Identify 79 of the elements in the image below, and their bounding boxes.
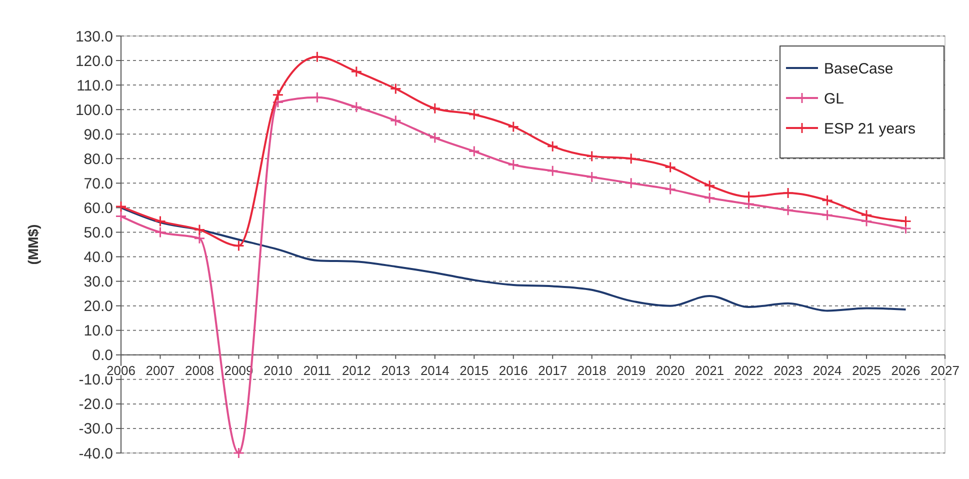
point xyxy=(782,204,794,216)
x-tick-label: 2021 xyxy=(695,362,724,378)
y-tick-label: 120.0 xyxy=(75,52,113,70)
x-tick-label: 2018 xyxy=(577,362,606,378)
point xyxy=(429,102,441,114)
x-tick-label: 2025 xyxy=(852,362,881,378)
point xyxy=(782,187,794,199)
point xyxy=(625,177,637,189)
x-tick-label: 2008 xyxy=(185,362,214,378)
point xyxy=(508,121,520,133)
y-tick-label: -20.0 xyxy=(78,396,113,414)
point xyxy=(390,82,402,94)
y-axis-title: (MM$) xyxy=(25,224,41,265)
point xyxy=(350,66,362,78)
y-tick-label: 0.0 xyxy=(92,347,113,364)
x-tick-label: 2022 xyxy=(734,362,764,378)
point xyxy=(546,165,558,177)
legend-label: ESP 21 years xyxy=(824,120,916,138)
point xyxy=(664,161,676,173)
x-tick-label: 2023 xyxy=(774,362,803,378)
x-tick-label: 2019 xyxy=(616,362,646,378)
x-tick-label: 2020 xyxy=(656,362,685,378)
y-tick-label: 50.0 xyxy=(84,224,113,242)
point xyxy=(704,192,716,204)
point xyxy=(311,51,323,63)
y-tick-label: 10.0 xyxy=(84,322,113,340)
x-tick-label: 2026 xyxy=(891,362,920,378)
x-tick-label: 2017 xyxy=(538,362,568,378)
point xyxy=(272,89,284,101)
y-tick-label: 90.0 xyxy=(84,126,113,144)
y-tick-label: 40.0 xyxy=(84,249,113,266)
point xyxy=(232,447,244,459)
point xyxy=(154,215,166,227)
point xyxy=(194,232,206,244)
y-tick-label: 20.0 xyxy=(84,298,113,316)
point xyxy=(429,132,441,144)
point xyxy=(194,224,206,236)
point xyxy=(625,152,637,164)
point xyxy=(586,150,598,162)
line-series xyxy=(120,206,907,312)
point xyxy=(390,114,402,126)
legend-label: BaseCase xyxy=(824,60,894,78)
point xyxy=(468,108,480,120)
x-tick-label: 2024 xyxy=(812,362,842,378)
point xyxy=(115,200,127,212)
point xyxy=(860,209,872,221)
point xyxy=(468,146,480,158)
point xyxy=(115,210,127,222)
x-tick-label: 2027 xyxy=(930,362,960,378)
x-tick-label: 2013 xyxy=(381,362,410,378)
point xyxy=(704,180,716,192)
x-tick-label: 2014 xyxy=(420,362,450,378)
point xyxy=(822,209,834,221)
y-tick-label: 100.0 xyxy=(75,102,113,119)
y-tick-label: 110.0 xyxy=(76,77,113,94)
y-tick-label: 60.0 xyxy=(84,200,113,217)
point xyxy=(350,101,362,113)
point xyxy=(546,140,558,152)
point xyxy=(822,194,834,206)
x-tick-label: 2012 xyxy=(342,362,371,378)
x-tick-label: 2007 xyxy=(146,362,175,378)
point xyxy=(743,190,755,202)
y-tick-label: 30.0 xyxy=(84,274,113,291)
point xyxy=(232,240,244,252)
y-tick-label: 70.0 xyxy=(84,175,113,192)
point xyxy=(508,159,520,171)
y-tick-label: 80.0 xyxy=(84,150,113,168)
x-tick-label: 2011 xyxy=(303,362,332,378)
y-tick-label: 130.0 xyxy=(75,28,113,46)
x-tick-label: 2010 xyxy=(263,362,292,378)
point xyxy=(154,226,166,238)
y-tick-label: -40.0 xyxy=(78,445,113,462)
legend-label: GL xyxy=(824,90,844,108)
point xyxy=(586,171,598,183)
point xyxy=(664,184,676,196)
y-tick-label: -30.0 xyxy=(78,420,113,438)
x-tick-label: 2016 xyxy=(498,362,528,378)
x-tick-label: 2015 xyxy=(460,362,489,378)
point xyxy=(900,215,912,227)
